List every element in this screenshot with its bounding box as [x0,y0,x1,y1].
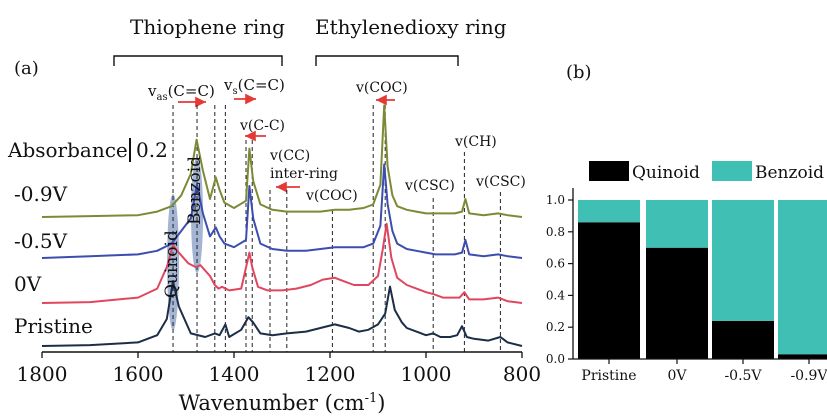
band-label-quinoid: Quinoid [162,230,182,298]
absorbance-scale-value: 0.2 [136,138,168,162]
bar-benzoid-0 [578,200,640,223]
x-axis-label: Wavenumber (cm-1) [179,391,386,415]
spectrum--0-5v [41,163,523,259]
bar-quinoid-2 [712,320,774,359]
legend-swatch-benzoid [712,161,752,181]
bar-chart-layer [578,200,827,359]
peak-label-vcc-inter-1: v(CC) [269,148,310,164]
x-tick-label: 1800 [17,362,68,386]
peak-label-vcoc-top: v(COC) [355,80,408,96]
ethylenedioxy-ring-label: Ethylenedioxy ring [315,15,507,39]
b-x-tick-label: 0V [667,368,687,384]
x-tick-layer: 1800 1600 1400 1200 1000 800 [17,352,541,386]
series-label-minus-05: -0.5V [14,229,68,253]
panel-a: (a) Thiophene ring Ethylenedioxy ring Ab… [7,15,541,415]
x-tick-label: 1600 [113,362,164,386]
bar-quinoid-1 [646,247,708,359]
peak-label-vc-c: v(C-C) [239,118,285,134]
legend-label-benzoid: Benzoid [755,163,824,183]
b-x-tick-label: -0.5V [724,368,762,384]
dash-layer [172,105,501,352]
peak-label-vs-cc: vs(C=C) [223,76,285,97]
b-y-tick-label: 1.0 [546,193,565,207]
bar-benzoid-3 [778,200,827,355]
ethylenedioxy-bracket [315,55,459,66]
legend-swatch-quinoid [589,161,629,181]
bar-quinoid-0 [578,222,640,359]
series-label-pristine: Pristine [14,314,93,338]
band-label-benzoid: Benzoid [185,156,205,225]
panel-b-label: (b) [566,62,592,83]
peak-label-vcsc-1: v(CSC) [404,178,455,194]
bar-benzoid-2 [712,200,774,321]
b-x-tick-layer: Pristine 0V -0.5V -0.9V [581,359,827,384]
spectrum--0-9v [41,104,523,218]
spectrum-pristine [41,280,523,347]
b-y-tick-label: 0.4 [546,288,565,302]
legend-label-quinoid: Quinoid [632,163,700,183]
series-label-0v: 0V [14,272,42,296]
x-tick-label: 1000 [401,362,452,386]
peak-label-vcsc-2: v(CSC) [475,174,526,190]
peak-label-vcoc-mid: v(COC) [305,188,358,204]
peak-label-vch: v(CH) [454,134,497,150]
spectrum-0v [41,222,523,304]
bar-benzoid-1 [646,200,708,248]
panel-a-label: (a) [14,58,39,79]
bar-quinoid-3 [778,354,827,359]
b-x-tick-label: Pristine [581,368,636,384]
b-y-tick-label: 0.0 [546,352,565,366]
benzoid-band [191,157,204,273]
series-label-minus-09: -0.9V [14,182,68,206]
thiophene-bracket [113,55,283,66]
b-y-tick-label: 0.6 [546,257,565,271]
x-tick-label: 1200 [305,362,356,386]
spectra-layer [41,104,523,347]
peak-label-vas-cc: vas(C=C) [147,82,215,103]
b-y-tick-label: 0.2 [546,320,565,334]
peak-label-vcc-inter-2: inter-ring [270,166,338,182]
b-x-tick-label: -0.9V [790,368,827,384]
x-tick-label: 1400 [209,362,260,386]
b-y-tick-layer: 0.0 0.2 0.4 0.6 0.8 1.0 [546,193,573,366]
x-tick-label: 800 [503,362,541,386]
thiophene-ring-label: Thiophene ring [130,15,285,39]
absorbance-label: Absorbance [7,138,128,162]
panel-b: (b) Quinoid Benzoid 0.0 0.2 0.4 0.6 0.8 1.0 P… [546,62,827,384]
b-y-tick-label: 0.8 [546,225,565,239]
